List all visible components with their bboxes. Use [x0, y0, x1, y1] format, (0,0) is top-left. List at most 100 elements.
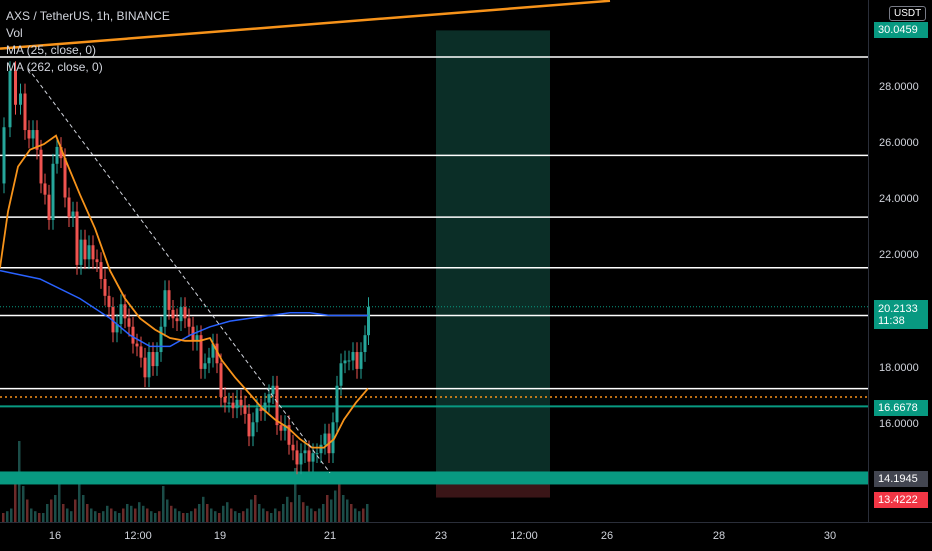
time-axis[interactable]: 16 12:00 19 21 23 12:00 26 28 30: [0, 522, 932, 551]
volume-bar: [74, 499, 77, 522]
candle-body: [351, 352, 355, 361]
volume-bar: [202, 496, 205, 522]
volume-bar: [14, 472, 17, 522]
volume-bar: [102, 511, 105, 522]
volume-bar: [142, 505, 145, 522]
candle-body: [143, 357, 147, 378]
support-band: [0, 471, 868, 485]
candle-body: [315, 453, 319, 455]
candle-body: [347, 360, 351, 362]
volume-bar: [246, 508, 249, 522]
price-chart[interactable]: [0, 0, 868, 522]
ma262-legend[interactable]: MA (262, close, 0): [6, 60, 103, 74]
candle-body: [283, 425, 287, 431]
candle-body: [171, 309, 175, 319]
bar-countdown: 11:38: [878, 315, 905, 327]
volume-bar: [330, 499, 333, 522]
candle-body: [335, 385, 339, 423]
volume-bar: [306, 505, 309, 522]
time-tick: 26: [600, 530, 614, 542]
time-tick: 19: [213, 530, 227, 542]
volume-bar: [54, 495, 57, 522]
volume-bar: [234, 511, 237, 522]
price-badge-green: 16.6678: [874, 400, 928, 416]
candle-body: [275, 385, 279, 426]
candle-body: [71, 211, 75, 218]
candle-body: [47, 194, 51, 220]
candle-body: [251, 422, 255, 437]
volume-bar: [62, 504, 65, 522]
candle-body: [307, 450, 311, 462]
time-tick: 12:00: [510, 530, 538, 542]
price-axis[interactable]: USDT 28.0000 26.0000 24.0000 22.0000 18.…: [868, 0, 932, 522]
candle-body: [67, 197, 71, 218]
chart-legend: AXS / TetherUS, 1h, BINANCE Vol MA (25, …: [6, 8, 170, 76]
candle-body: [131, 326, 135, 344]
volume-bar: [186, 513, 189, 522]
volume-bar: [270, 513, 273, 522]
current-price-badge: 20.2133 11:38: [874, 300, 928, 329]
candle-body: [339, 363, 343, 386]
volume-bar: [106, 505, 109, 522]
candle-body: [51, 163, 55, 220]
candle-body: [43, 183, 47, 195]
volume-bar: [238, 513, 241, 522]
volume-bar: [338, 477, 341, 522]
candle-body: [75, 211, 79, 265]
volume-bar: [22, 486, 25, 522]
candle-body: [31, 130, 35, 139]
candle-body: [363, 335, 367, 353]
candle-body: [195, 335, 199, 341]
candle-body: [203, 363, 207, 369]
candle-body: [367, 307, 370, 336]
volume-bar: [58, 477, 61, 522]
projection-box: [436, 30, 550, 498]
target-zone: [436, 30, 550, 476]
volume-bar: [178, 511, 181, 522]
volume-bar: [366, 504, 369, 522]
volume-bar: [182, 513, 185, 522]
symbol-title[interactable]: AXS / TetherUS, 1h, BINANCE: [6, 9, 170, 23]
volume-bar: [274, 508, 277, 522]
price-tick: 16.0000: [879, 418, 919, 430]
candle-body: [299, 453, 303, 465]
candle-body: [63, 158, 67, 198]
volume-bar: [154, 513, 157, 522]
ma25-legend[interactable]: MA (25, close, 0): [6, 43, 97, 57]
candle-body: [319, 444, 323, 454]
volume-bar: [310, 508, 313, 522]
candle-body: [183, 307, 187, 319]
volume-bar: [146, 508, 149, 522]
candle-body: [279, 425, 283, 431]
candle-body: [355, 352, 359, 369]
price-tick: 28.0000: [879, 81, 919, 93]
candle-body: [163, 290, 167, 327]
volume-bar: [10, 508, 13, 522]
volume-legend[interactable]: Vol: [6, 26, 23, 40]
volume-bar: [362, 508, 365, 522]
volume-bar: [282, 504, 285, 522]
price-badge-red: 13.4222: [874, 492, 928, 508]
volume-bar: [250, 499, 253, 522]
candle-body: [99, 262, 103, 279]
currency-label[interactable]: USDT: [889, 6, 927, 21]
volume-bar: [162, 486, 165, 522]
volume-bar: [42, 513, 45, 522]
candle-body: [223, 397, 227, 403]
candle-body: [247, 413, 251, 437]
dashed-trendline: [27, 67, 331, 474]
volume-bar: [166, 499, 169, 522]
candle-body: [127, 318, 131, 327]
candle-body: [323, 433, 327, 445]
volume-bar: [210, 508, 213, 522]
volume-bar: [290, 502, 293, 522]
volume-bar: [78, 472, 81, 522]
candle-body: [295, 450, 299, 465]
price-tick: 22.0000: [879, 249, 919, 261]
candle-body: [187, 318, 191, 327]
volume-bar: [314, 511, 317, 522]
volume-bar: [326, 495, 329, 522]
candle-body: [111, 307, 115, 333]
candle-body: [123, 304, 127, 319]
horizontal-levels: [0, 56, 868, 485]
